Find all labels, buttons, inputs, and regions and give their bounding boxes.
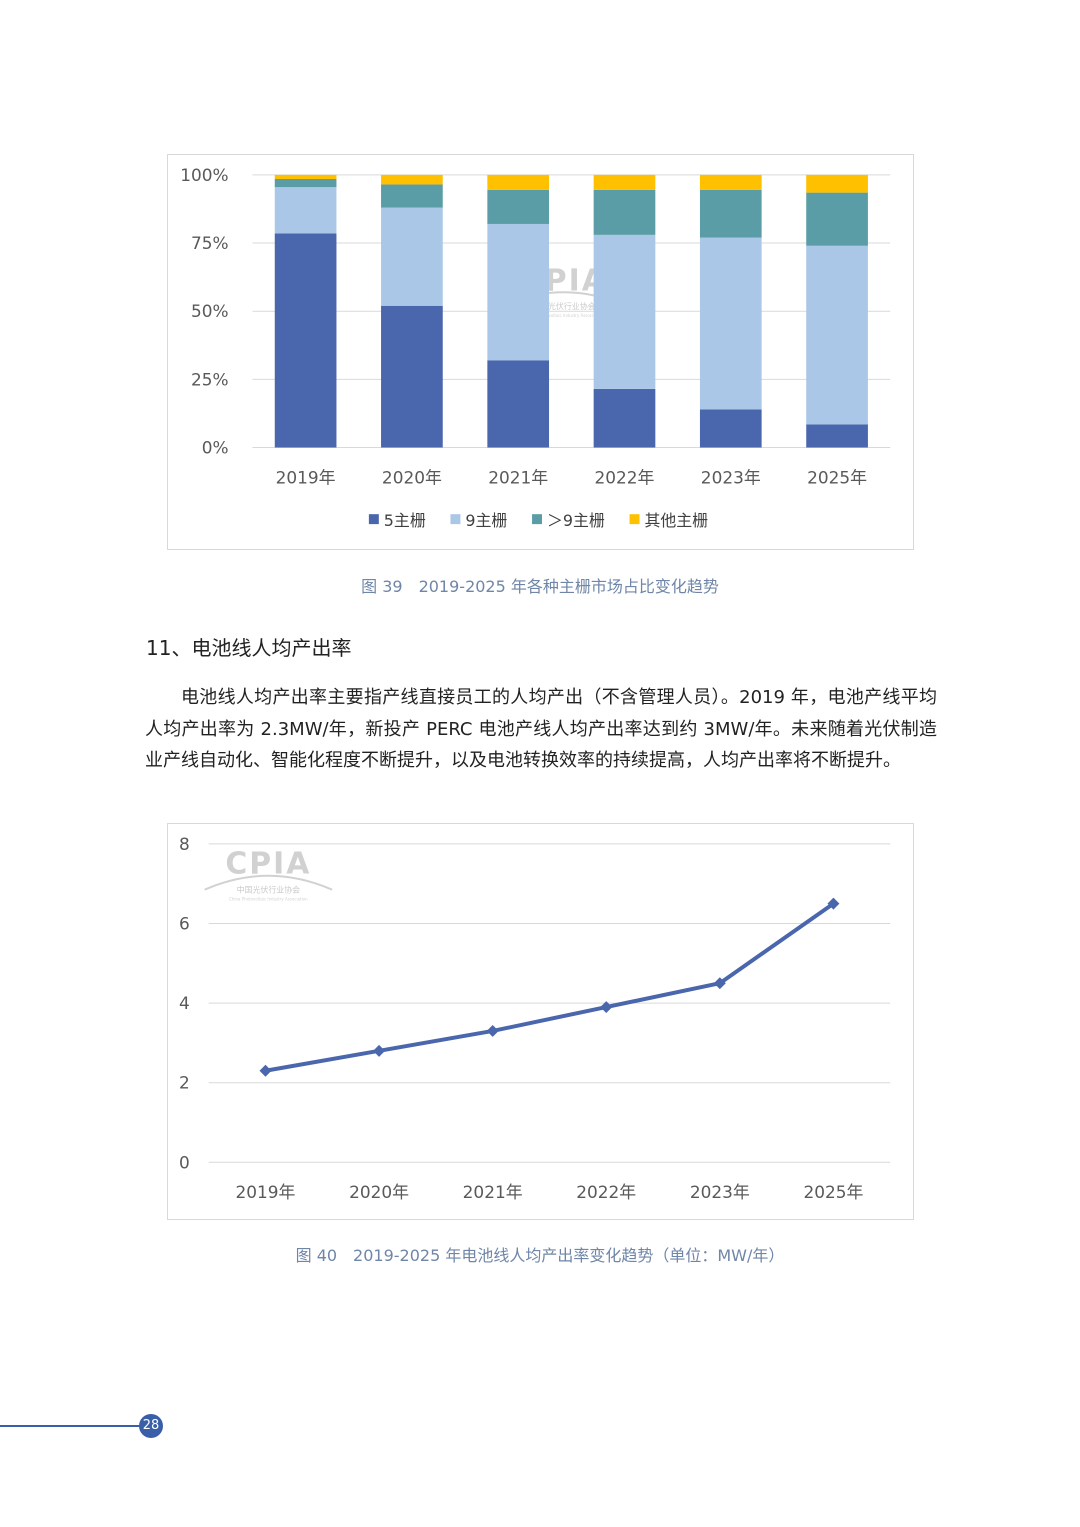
x-tick-label: 2019年: [236, 1182, 296, 1202]
bar-segment: [487, 189, 550, 224]
bar-segment: [274, 233, 337, 448]
x-tick-label: 2020年: [382, 467, 442, 487]
legend-swatch: [368, 514, 379, 525]
cpia-watermark: CPIA 中国光伏行业协会 China Photovoltaic Industry …: [204, 847, 333, 902]
bar-segment: [381, 207, 443, 306]
bar-segment: [699, 174, 762, 190]
bar-segment: [806, 424, 868, 448]
legend: 5主栅 9主栅 ＞9主栅 其他主栅: [368, 511, 708, 530]
x-tick-label: 2021年: [488, 467, 548, 487]
x-tick-label: 2019年: [276, 467, 336, 487]
bar-segment: [274, 187, 337, 234]
x-tick-label: 2020年: [349, 1182, 409, 1202]
svg-text:CPIA: CPIA: [225, 847, 311, 882]
svg-text:中国光伏行业协会: 中国光伏行业协会: [237, 885, 301, 895]
bar-segment: [487, 360, 550, 448]
y-tick-label: 0%: [202, 437, 229, 457]
x-tick-label: 2021年: [463, 1182, 523, 1202]
y-tick-label: 25%: [191, 369, 229, 389]
bar-segment: [593, 189, 656, 235]
bar-segment: [274, 174, 337, 179]
svg-text:China Photovoltaic Industry As: China Photovoltaic Industry Association: [525, 313, 604, 318]
legend-label: 9主栅: [465, 511, 507, 530]
y-tick-label: 4: [179, 993, 190, 1013]
figure-40-caption: 图 40 2019-2025 年电池线人均产出率变化趋势（单位：MW/年）: [295, 1246, 785, 1265]
data-point-marker: [373, 1044, 386, 1057]
legend-label: ＞9主栅: [547, 511, 605, 530]
page-number: 28: [139, 1414, 163, 1438]
bar-segment: [381, 174, 443, 185]
y-tick-label: 50%: [191, 301, 229, 321]
y-tick-label: 75%: [191, 233, 229, 253]
data-point-marker: [486, 1024, 499, 1037]
bar-segment: [806, 245, 868, 425]
legend-label: 5主栅: [384, 511, 426, 530]
bar-segment: [487, 223, 550, 361]
chart-40: 8 6 4 2 0 CPIA 中国光伏行业协会 China Photovoltaic Indu…: [167, 823, 914, 1220]
legend-swatch: [629, 514, 640, 525]
bar-segment: [381, 305, 443, 448]
legend-label: 其他主栅: [644, 511, 708, 530]
y-tick-label: 2: [179, 1073, 190, 1093]
y-tick-label: 8: [179, 834, 190, 854]
bar-segment: [274, 178, 337, 188]
bar-segment: [593, 388, 656, 448]
bar-segment: [487, 174, 550, 190]
bar-segment: [699, 237, 762, 410]
legend-swatch: [532, 514, 542, 525]
svg-text:China Photovoltaic Industry As: China Photovoltaic Industry Association: [229, 897, 308, 902]
chart-39: 100% 75% 50% 25% 0% CPIA 中国光伏行业协会 China Photovo…: [167, 154, 914, 550]
y-tick-label: 0: [179, 1152, 190, 1172]
bar-segment: [806, 174, 868, 193]
bar-segment: [593, 174, 656, 190]
data-point-marker: [259, 1064, 272, 1077]
series-line: [265, 901, 835, 1073]
bar-segment: [699, 409, 762, 448]
x-tick-label: 2022年: [576, 1182, 636, 1202]
svg-text:中国光伏行业协会: 中国光伏行业协会: [532, 301, 596, 311]
y-tick-label: 6: [179, 913, 190, 933]
legend-swatch: [450, 514, 461, 525]
footer-line: [0, 1425, 142, 1427]
x-tick-label: 2025年: [803, 1182, 863, 1202]
section-title: 11、电池线人均产出率: [146, 636, 352, 660]
x-tick-label: 2023年: [701, 467, 761, 487]
line-chart: 8 6 4 2 0 CPIA 中国光伏行业协会 China Photovoltaic Indu…: [179, 834, 891, 1202]
bar-segment: [806, 192, 868, 246]
x-tick-label: 2023年: [690, 1182, 750, 1202]
x-tick-label: 2022年: [595, 467, 655, 487]
y-tick-label: 100%: [180, 165, 228, 185]
x-tick-label: 2025年: [807, 467, 867, 487]
section-paragraph: 电池线人均产出率主要指产线直接员工的人均产出（不含管理人员）。2019 年，电池…: [145, 687, 937, 771]
bar-segment: [381, 184, 443, 208]
bar-segment: [699, 189, 762, 238]
figure-39-caption: 图 39 2019-2025 年各种主栅市场占比变化趋势: [361, 577, 719, 596]
bar-segment: [593, 234, 656, 389]
